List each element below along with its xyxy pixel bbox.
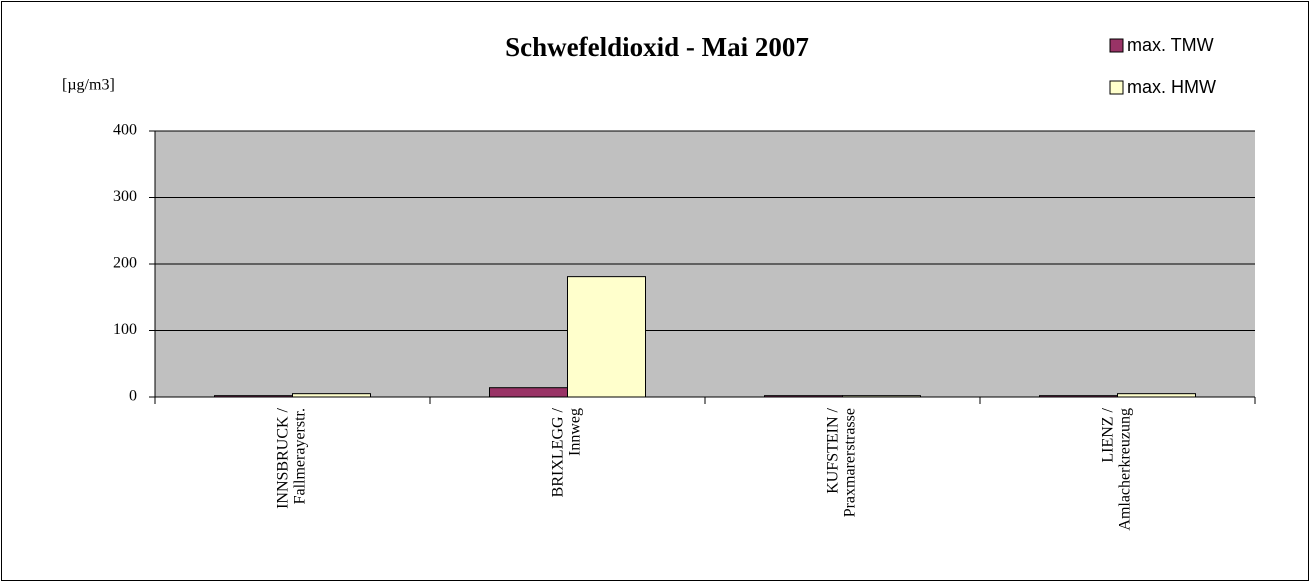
y-tick-label: 100 [113, 321, 137, 338]
bar [764, 395, 843, 398]
chart-title: Schwefeldioxid - Mai 2007 [505, 32, 809, 62]
x-tick-line: Innweg [566, 408, 583, 456]
bar [1039, 395, 1118, 398]
x-tick-line: BRIXLEGG / [549, 407, 566, 497]
y-axis-label: [µg/m3] [62, 77, 115, 94]
bar [842, 395, 921, 398]
legend-swatch [1109, 80, 1124, 95]
bar [567, 276, 646, 398]
x-tick-line: KUFSTEIN / [824, 407, 841, 493]
bar [489, 387, 568, 398]
legend-swatch [1109, 38, 1124, 53]
bar [214, 395, 293, 398]
bar [292, 393, 371, 398]
legend-label: max. TMW [1127, 35, 1214, 55]
y-tick-label: 300 [113, 188, 137, 205]
x-tick-line: Praxmarerstrasse [841, 408, 858, 517]
x-tick-line: Fallmerayerstr. [291, 408, 308, 504]
y-tick-label: 0 [129, 388, 137, 405]
legend-label: max. HMW [1127, 77, 1216, 97]
x-tick-line: INNSBRUCK / [274, 407, 291, 508]
x-tick-label: BRIXLEGG /Innweg [549, 407, 583, 497]
bar [1117, 393, 1196, 398]
x-tick-label: INNSBRUCK /Fallmerayerstr. [274, 407, 308, 508]
y-tick-label: 400 [113, 122, 137, 139]
y-tick-label: 200 [113, 255, 137, 272]
x-tick-line: LIENZ / [1099, 407, 1116, 462]
x-tick-label: KUFSTEIN /Praxmarerstrasse [824, 407, 858, 517]
x-tick-line: Amlacherkreuzung [1116, 408, 1133, 531]
x-tick-label: LIENZ /Amlacherkreuzung [1099, 407, 1133, 530]
